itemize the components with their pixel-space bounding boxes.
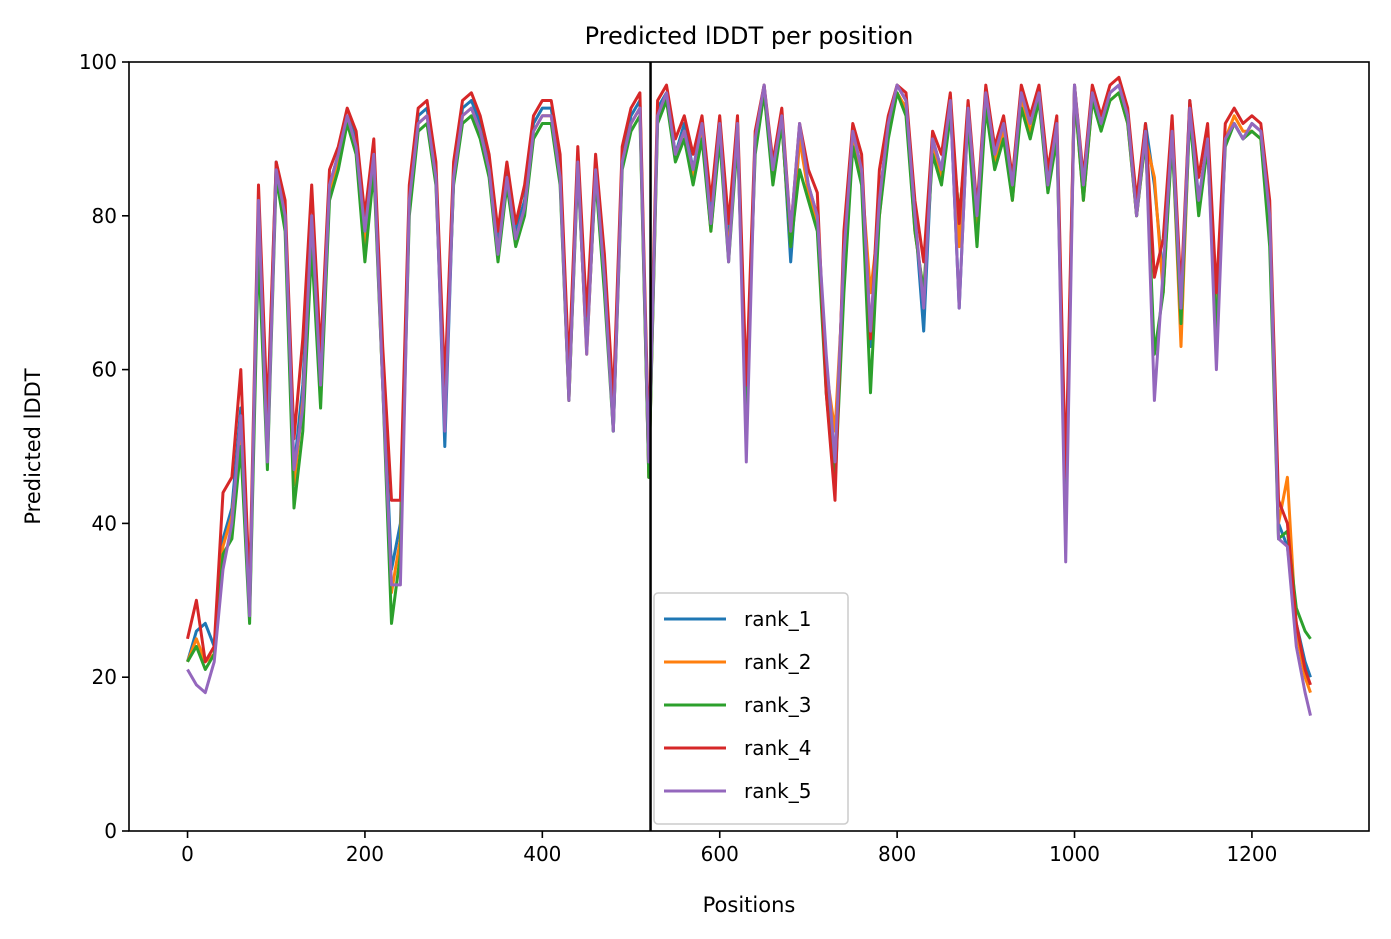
legend-label-rank-5: rank_5 [744,779,811,803]
x-tick-label: 1200 [1226,842,1277,866]
y-tick-label: 60 [92,358,117,382]
legend-label-rank-1: rank_1 [744,607,811,631]
x-tick-label: 800 [878,842,916,866]
y-tick-label: 40 [92,511,117,535]
x-tick-label: 0 [181,842,194,866]
axes: 0 200 400 600 800 1000 1200 0 20 40 60 80 100 [79,50,1370,866]
x-tick-label: 1000 [1049,842,1100,866]
plot-area [186,62,1312,831]
legend-label-rank-4: rank_4 [744,736,811,760]
legend: rank_1 rank_2 rank_3 rank_4 rank_5 [653,592,849,825]
legend-label-rank-3: rank_3 [744,693,811,717]
y-tick-label: 80 [92,204,117,228]
x-tick-label: 600 [701,842,739,866]
plot-frame [128,61,1370,832]
y-tick-label: 100 [79,50,117,74]
legend-label-rank-2: rank_2 [744,650,811,674]
y-tick-label: 20 [92,665,117,689]
y-axis-title: Predicted lDDT [21,368,45,524]
x-tick-label: 400 [523,842,561,866]
y-tick-label: 0 [104,819,117,843]
chart-title: Predicted lDDT per position [585,22,914,50]
series-line-rank-5 [186,83,1312,716]
x-axis-title: Positions [703,893,796,917]
x-tick-label: 200 [346,842,384,866]
legend-box [653,592,849,825]
